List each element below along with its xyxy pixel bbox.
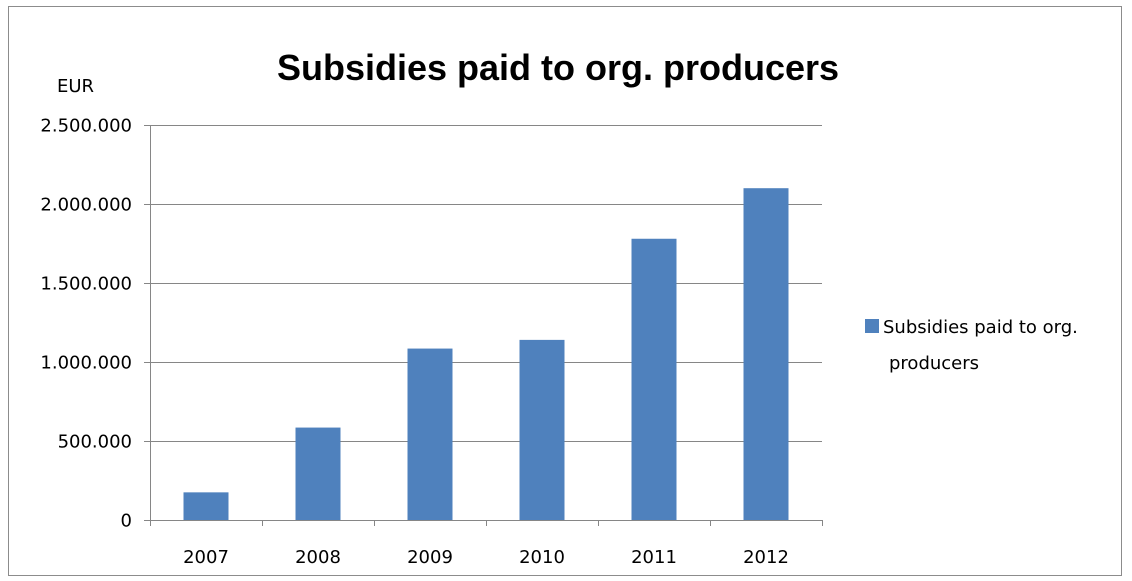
chart-title: Subsidies paid to org. producers xyxy=(277,47,839,88)
bar-2012 xyxy=(743,188,789,520)
bar-2007 xyxy=(183,492,229,520)
y-tick-label: 500.000 xyxy=(58,432,132,453)
bar-2010 xyxy=(519,339,565,520)
gridlines xyxy=(144,125,822,442)
legend-label-line-2: producers xyxy=(889,353,979,374)
bar-2008 xyxy=(295,427,341,520)
x-tick-label: 2009 xyxy=(407,547,453,568)
legend-label-line-1: Subsidies paid to org. xyxy=(883,317,1078,338)
y-tick-label: 1.000.000 xyxy=(40,353,132,374)
y-axis-label: EUR xyxy=(57,76,94,97)
bar-2009 xyxy=(407,348,453,520)
chart-frame xyxy=(8,6,1122,576)
tick-labels: 0 500.000 1.000.000 1.500.000 2.000.000 2.500… xyxy=(40,116,789,569)
x-tick-label: 2010 xyxy=(519,547,565,568)
x-tick-label: 2011 xyxy=(631,547,677,568)
x-tick-label: 2007 xyxy=(183,547,229,568)
axes xyxy=(144,125,823,526)
legend: Subsidies paid to org. producers xyxy=(865,317,1078,374)
bars xyxy=(183,188,789,520)
y-tick-label: 2.000.000 xyxy=(40,195,132,216)
y-tick-label: 1.500.000 xyxy=(40,274,132,295)
x-tick-label: 2008 xyxy=(295,547,341,568)
bar-2011 xyxy=(631,238,677,520)
x-tick-label: 2012 xyxy=(743,547,789,568)
legend-swatch xyxy=(865,319,879,333)
y-tick-label: 0 xyxy=(121,511,132,532)
y-tick-label: 2.500.000 xyxy=(40,116,132,137)
